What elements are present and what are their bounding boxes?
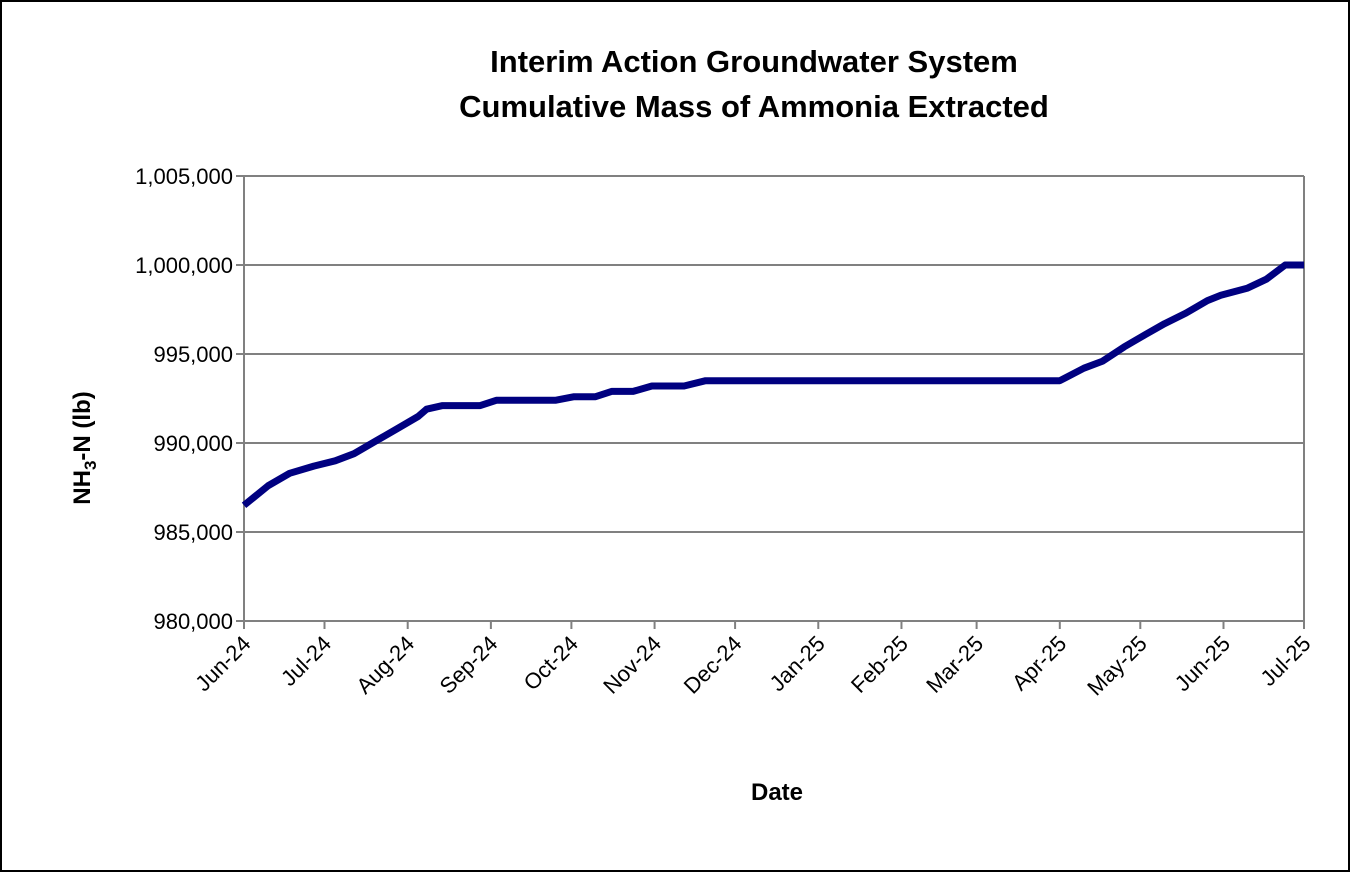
y-tick-label: 980,000 — [153, 609, 233, 634]
x-tick-label: Apr-25 — [1007, 631, 1071, 695]
x-tick-label: Sep-24 — [435, 631, 503, 699]
gridlines — [244, 175, 1304, 533]
y-tick-label: 990,000 — [153, 431, 233, 456]
y-axis-title: NH3-N (lb) — [69, 391, 100, 504]
x-tick-label: Feb-25 — [846, 631, 913, 698]
y-tick-labels: 980,000 985,000 990,000 995,000 1,000,000 1,0… — [135, 164, 233, 634]
y-tick-label: 1,005,000 — [135, 164, 233, 189]
x-tick-label: May-25 — [1082, 631, 1152, 701]
series-layer — [241, 261, 1304, 509]
y-tick-label: 1,000,000 — [135, 253, 233, 278]
x-tick-label: Jul-24 — [276, 631, 336, 691]
x-tick-label: Jul-25 — [1255, 631, 1315, 691]
y-axis-title-suffix: -N (lb) — [69, 391, 96, 460]
y-tick-label: 985,000 — [153, 520, 233, 545]
x-tick-label: Dec-24 — [679, 631, 747, 699]
axes — [236, 175, 1305, 629]
chart-title-line-1: Interim Action Groundwater System — [490, 44, 1018, 79]
x-tick-label: Aug-24 — [351, 631, 419, 699]
series-line — [241, 261, 1304, 509]
x-tick-label: Jun-24 — [190, 631, 255, 696]
y-axis-title-prefix: NH — [69, 470, 96, 505]
x-tick-label: Oct-24 — [519, 631, 583, 695]
y-tick-label: 995,000 — [153, 342, 233, 367]
x-axis-title: Date — [751, 779, 803, 806]
x-tick-label: Mar-25 — [921, 631, 988, 698]
x-tick-labels: Jun-24 Jul-24 Aug-24 Sep-24 Oct-24 Nov-24 Dec-… — [190, 631, 1315, 701]
y-axis-title-subscript: 3 — [81, 461, 100, 470]
x-tick-label: Jun-25 — [1170, 631, 1235, 696]
x-tick-label: Jan-25 — [765, 631, 830, 696]
x-tick-label: Nov-24 — [598, 631, 666, 699]
chart-title-line-2: Cumulative Mass of Ammonia Extracted — [459, 89, 1049, 124]
